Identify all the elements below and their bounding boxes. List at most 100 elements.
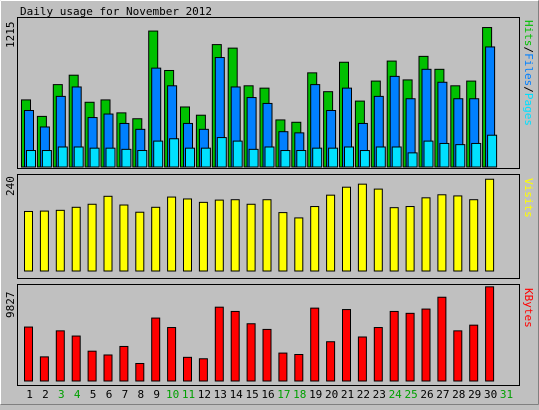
pages-bar-day-23	[375, 146, 386, 168]
day-label-14: 14	[230, 388, 244, 401]
pages-bar-day-27	[439, 142, 450, 168]
day-label-6: 6	[106, 388, 113, 401]
day-label-19: 19	[309, 388, 322, 401]
visits-panel-frame	[17, 174, 520, 279]
pages-bar-day-17	[280, 150, 291, 168]
kbytes-bar-day-18	[294, 354, 304, 382]
pages-bar-day-25	[407, 152, 418, 168]
visits-bar-day-2	[39, 210, 49, 272]
pages-bar-day-1	[26, 150, 36, 168]
visits-bar-day-9	[151, 206, 161, 272]
day-label-9: 9	[153, 388, 160, 401]
hits-legend: Hits/Files/Pages	[522, 20, 535, 126]
visits-bar-day-16	[262, 199, 272, 272]
visits-bar-day-4	[71, 206, 81, 272]
day-label-27: 27	[436, 388, 449, 401]
kbytes-bar-day-4	[71, 335, 81, 382]
day-label-17: 17	[277, 388, 290, 401]
day-label-8: 8	[137, 388, 144, 401]
visits-bar-day-30	[485, 178, 495, 272]
pages-bar-day-7	[121, 148, 132, 168]
visits-bar-day-24	[389, 207, 399, 272]
kbytes-bar-day-28	[453, 330, 463, 382]
kbytes-bar-day-19	[310, 307, 320, 382]
kbytes-bars	[24, 286, 495, 382]
kbytes-bar-day-9	[151, 317, 161, 382]
visits-bar-day-14	[230, 199, 240, 272]
pages-bar-day-9	[153, 140, 164, 168]
pages-bar-day-20	[328, 147, 339, 168]
pages-bar-day-16	[264, 146, 275, 168]
day-label-5: 5	[90, 388, 97, 401]
day-label-18: 18	[293, 388, 306, 401]
day-label-25: 25	[404, 388, 417, 401]
kbytes-bar-day-1	[24, 326, 33, 382]
pages-bar-day-28	[455, 144, 466, 168]
kbytes-bar-day-17	[278, 352, 288, 382]
legend-files: Files	[522, 53, 535, 86]
pages-bar-day-29	[471, 142, 482, 168]
kbytes-panel-frame	[17, 284, 520, 386]
legend-sep-2: /	[522, 47, 535, 54]
visits-legend: Visits	[522, 178, 535, 218]
kbytes-bar-day-30	[485, 286, 495, 382]
kbytes-bar-day-16	[262, 328, 272, 382]
day-label-23: 23	[373, 388, 386, 401]
pages-bar-day-30	[487, 134, 498, 168]
hits-bars	[21, 27, 498, 168]
visits-bar-day-1	[24, 210, 33, 272]
pages-bar-day-26	[423, 140, 434, 168]
visits-bar-day-5	[87, 203, 97, 272]
kbytes-bar-day-10	[167, 327, 177, 382]
visits-bar-day-28	[453, 195, 463, 272]
visits-bar-day-21	[342, 186, 351, 272]
kbytes-bar-day-8	[135, 362, 145, 382]
pages-bar-day-13	[216, 137, 227, 168]
pages-bar-day-22	[359, 150, 370, 168]
kbytes-bar-day-15	[246, 323, 256, 382]
visits-bar-day-18	[294, 217, 304, 272]
visits-bar-day-27	[437, 194, 447, 272]
day-label-10: 10	[166, 388, 179, 401]
visits-bar-day-13	[214, 199, 224, 272]
day-label-20: 20	[325, 388, 338, 401]
pages-bar-day-21	[344, 146, 354, 168]
day-labels: 1 2 3 4 5 6 7 8 9 10 11 12 13 14 15 16 17 18 19 20 21 22 23 24 2…	[26, 388, 513, 401]
hits-panel-frame	[17, 17, 520, 169]
visits-bar-day-6	[103, 195, 113, 272]
visits-bar-day-29	[469, 199, 479, 272]
kbytes-bar-day-14	[230, 310, 240, 382]
pages-bar-day-12	[200, 147, 211, 168]
day-label-4: 4	[74, 388, 81, 401]
visits-max-label: 240	[4, 176, 17, 196]
pages-bar-day-18	[296, 150, 307, 168]
day-label-15: 15	[245, 388, 258, 401]
pages-bar-day-4	[73, 146, 84, 168]
kbytes-bar-day-11	[183, 356, 192, 382]
day-label-2: 2	[42, 388, 49, 401]
visits-bar-day-15	[246, 203, 256, 272]
kbytes-bar-day-3	[55, 330, 65, 382]
pages-bar-day-24	[391, 146, 402, 168]
day-label-11: 11	[182, 388, 195, 401]
day-label-26: 26	[420, 388, 433, 401]
kbytes-bar-day-27	[437, 296, 447, 382]
kbytes-bar-day-5	[87, 350, 97, 382]
day-label-12: 12	[198, 388, 211, 401]
pages-bar-day-10	[169, 138, 180, 168]
day-label-13: 13	[214, 388, 227, 401]
visits-bar-day-3	[55, 209, 65, 272]
kbytes-legend: KBytes	[522, 288, 535, 328]
visits-bar-day-17	[278, 212, 288, 272]
pages-bar-day-15	[248, 148, 259, 168]
day-label-22: 22	[357, 388, 370, 401]
pages-bar-day-6	[105, 147, 116, 168]
kbytes-bar-day-22	[357, 336, 367, 382]
kbytes-bar-day-29	[469, 324, 479, 382]
kbytes-bar-day-20	[326, 341, 336, 382]
pages-bar-day-2	[41, 150, 52, 168]
pages-bar-day-5	[89, 147, 100, 168]
legend-hits: Hits	[522, 20, 535, 47]
